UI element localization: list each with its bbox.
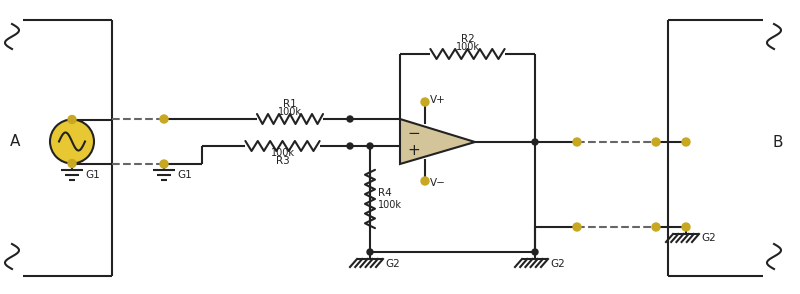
Circle shape: [347, 116, 353, 122]
Text: R4: R4: [378, 188, 392, 198]
Circle shape: [573, 223, 581, 231]
Circle shape: [421, 177, 429, 185]
Text: 100k: 100k: [378, 200, 402, 210]
Circle shape: [682, 223, 690, 231]
Text: G1: G1: [85, 170, 100, 180]
Circle shape: [573, 138, 581, 146]
Text: G2: G2: [385, 259, 400, 269]
Circle shape: [652, 138, 660, 146]
Text: G2: G2: [550, 259, 565, 269]
Circle shape: [68, 116, 76, 123]
Text: R1: R1: [283, 99, 297, 109]
Text: +: +: [408, 143, 420, 158]
Circle shape: [68, 160, 76, 168]
Circle shape: [421, 98, 429, 106]
Circle shape: [532, 139, 538, 145]
Circle shape: [160, 115, 168, 123]
Text: V−: V−: [430, 178, 446, 188]
Polygon shape: [400, 119, 475, 164]
Text: G2: G2: [701, 233, 716, 243]
Circle shape: [652, 223, 660, 231]
Text: 100k: 100k: [455, 42, 479, 52]
Circle shape: [367, 143, 373, 149]
Text: R2: R2: [461, 34, 474, 44]
Circle shape: [347, 143, 353, 149]
Text: 100k: 100k: [278, 107, 302, 117]
Text: 100k: 100k: [270, 148, 294, 158]
Text: G1: G1: [177, 170, 192, 180]
Circle shape: [532, 249, 538, 255]
Circle shape: [367, 249, 373, 255]
Text: A: A: [10, 134, 20, 149]
Circle shape: [50, 119, 94, 163]
Text: R3: R3: [276, 156, 290, 166]
Circle shape: [160, 160, 168, 168]
Circle shape: [682, 138, 690, 146]
Text: V+: V+: [430, 95, 446, 105]
Text: −: −: [408, 126, 420, 141]
Text: B: B: [773, 134, 783, 150]
